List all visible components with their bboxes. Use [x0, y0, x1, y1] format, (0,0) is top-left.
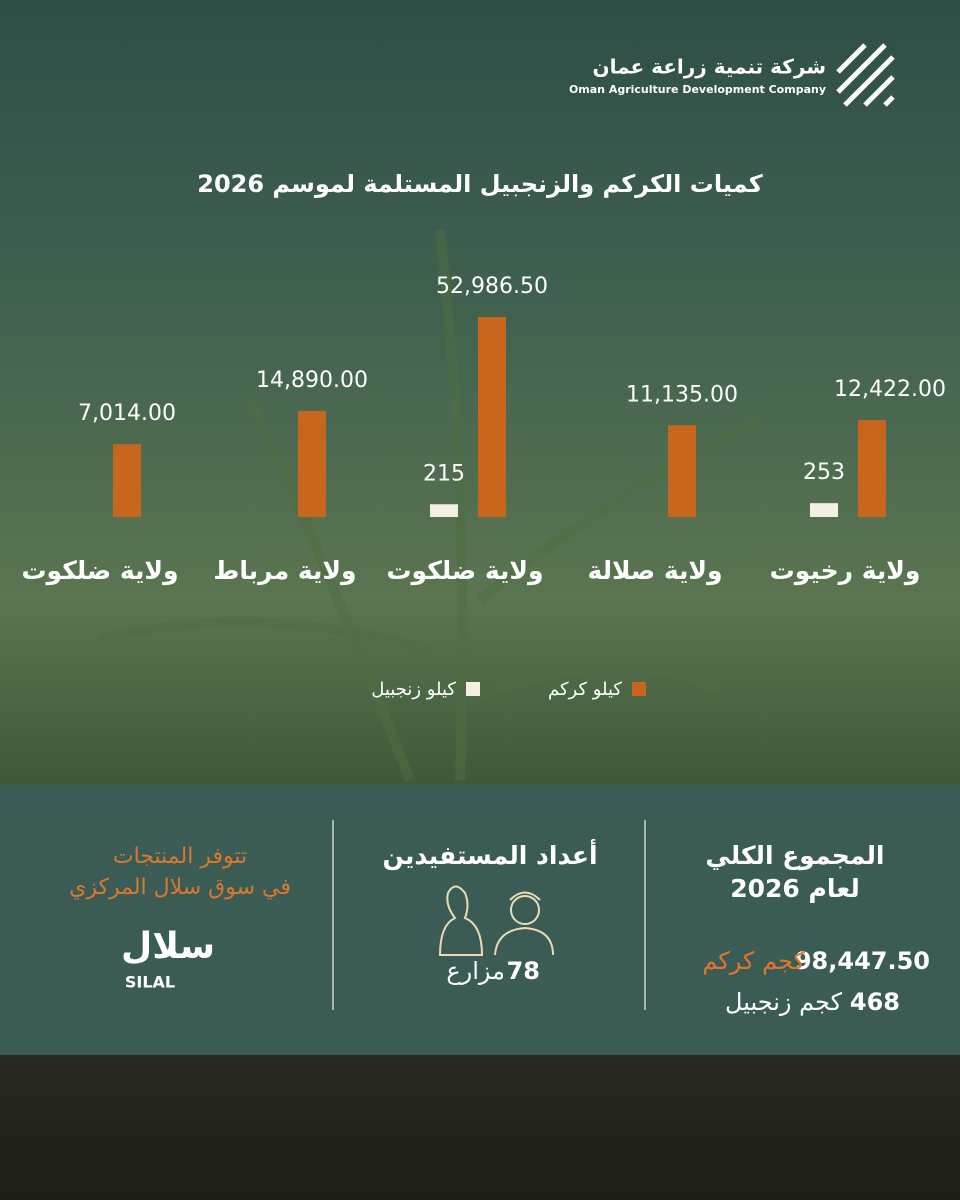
bar [298, 410, 326, 517]
chart: ولاية رخيوت 12,422.00 253 ولاية صلالة 11,135… [21, 274, 946, 700]
silal-latin: SILAL [125, 973, 175, 992]
farmers-unit: مزارع [446, 957, 505, 985]
value-label: 253 [803, 460, 845, 485]
silal-arabic: سلال [121, 926, 215, 967]
farmers-count: 78 [507, 957, 540, 985]
total-subtitle: لعام 2026 [730, 874, 860, 903]
legend-swatch [632, 682, 646, 696]
availability-line: في سوق سلال المركزي [69, 875, 291, 900]
x-tick-label: ولاية رخيوت [770, 556, 921, 586]
bar [478, 317, 506, 517]
x-tick-label: ولاية صلالة [587, 556, 722, 586]
bar [810, 503, 838, 517]
value-label: 7,014.00 [78, 401, 176, 426]
logo-english: Oman Agriculture Development Company [569, 83, 826, 96]
farmers-icon [438, 885, 554, 956]
availability-line: تتوفر المنتجات [113, 844, 247, 869]
bar [858, 420, 886, 517]
x-tick-label: ولاية مرباط [213, 556, 356, 586]
leaves [98, 229, 763, 782]
bar [113, 444, 141, 517]
bar [430, 504, 458, 517]
x-tick-label: ولاية ضلكوت [386, 556, 543, 586]
turmeric-unit: كجم كركم [702, 947, 805, 975]
value-label: 11,135.00 [626, 382, 738, 407]
bar [668, 425, 696, 517]
value-label: 215 [423, 461, 465, 486]
value-label: 12,422.00 [834, 377, 946, 402]
legend-swatch [466, 682, 480, 696]
chart-title: كميات الكركم والزنجبيل المستلمة لموسم 20… [197, 170, 762, 198]
ginger-total: 468 [850, 988, 900, 1016]
logo-arabic: شركة تنمية زراعة عمان [593, 55, 826, 79]
total-title: المجموع الكلي [706, 841, 885, 871]
summary-panel [0, 785, 960, 1055]
legend-label: كيلو كركم [548, 679, 622, 700]
turmeric-total: 98,447.50 [795, 947, 930, 975]
beneficiaries-title: أعداد المستفيدين [382, 839, 597, 871]
value-label: 14,890.00 [256, 368, 368, 393]
x-tick-label: ولاية ضلكوت [21, 556, 178, 586]
logo-icon [836, 43, 895, 107]
legend-label: كيلو زنجبيل [371, 679, 456, 700]
value-label: 52,986.50 [436, 274, 548, 299]
ginger-unit: كجم زنجبيل [725, 988, 843, 1016]
